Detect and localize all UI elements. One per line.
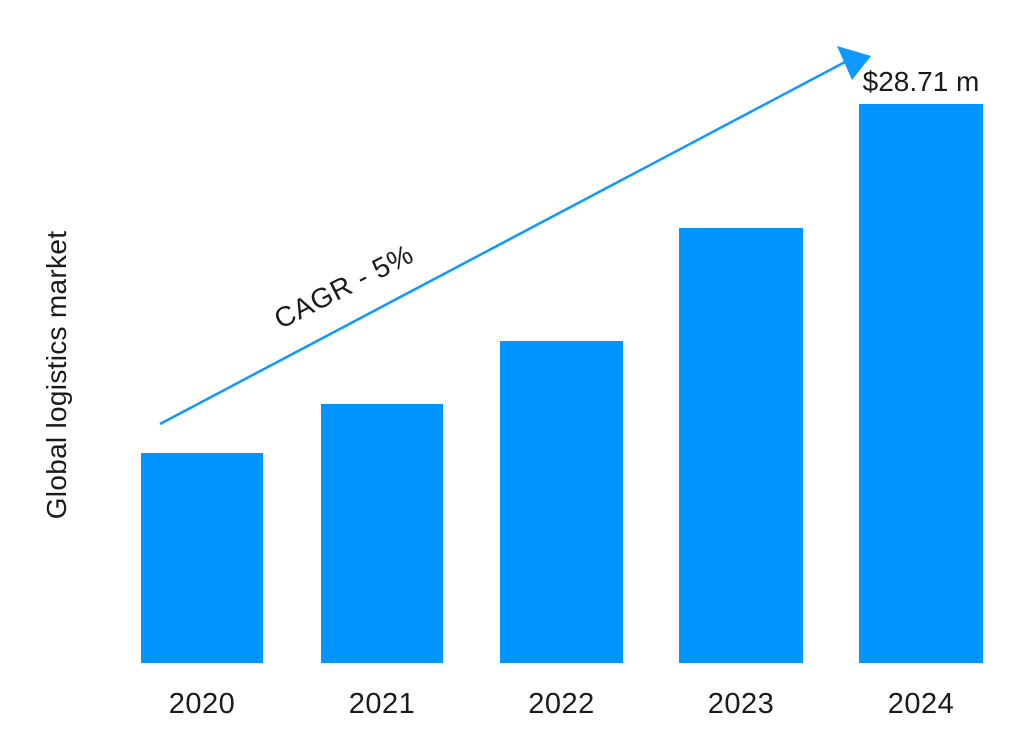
bar-value-label-2024: $28.71 m [862, 66, 980, 97]
x-axis-label-2020: 2020 [168, 688, 236, 720]
x-axis-label-2024: 2024 [887, 688, 955, 720]
x-axis-label-2021: 2021 [348, 688, 416, 720]
cagr-annotation: CAGR - 5% [269, 238, 419, 335]
bar-2020 [141, 453, 263, 663]
bar-2021 [321, 404, 443, 663]
bar-2023 [679, 228, 803, 663]
x-axis-label-2023: 2023 [707, 688, 775, 720]
x-axis-label-2022: 2022 [528, 688, 595, 720]
bar-2024 [859, 104, 983, 663]
y-axis-label: Global logistics market [41, 230, 72, 520]
bar-2022 [500, 341, 623, 663]
